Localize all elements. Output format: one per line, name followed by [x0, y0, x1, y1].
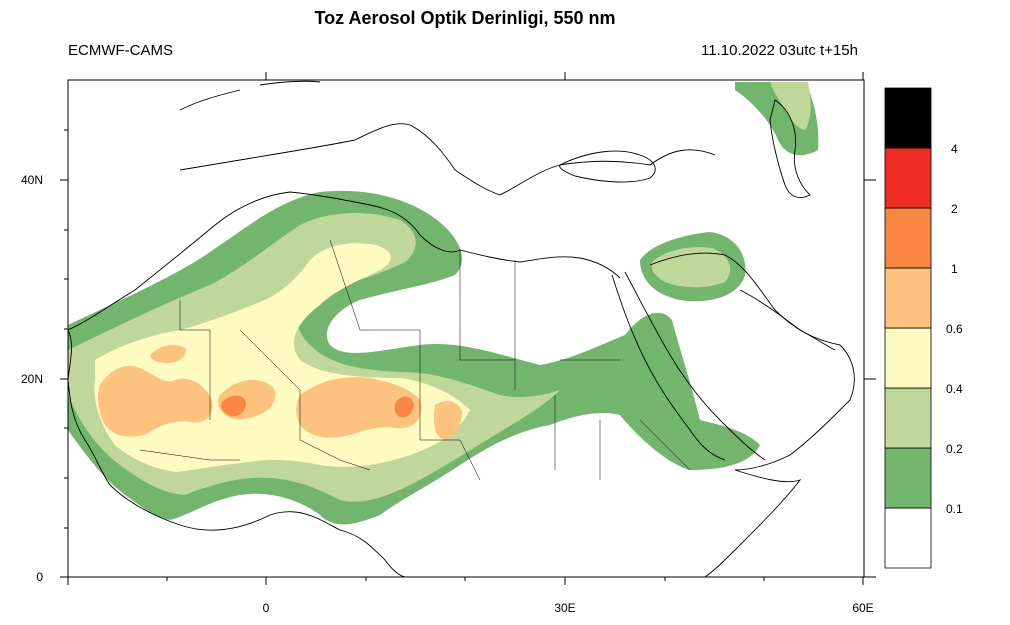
aod-level-0.6-west: [97, 365, 213, 437]
aod-level-0.6-chad: [433, 400, 462, 440]
colorbar-label-0.6: 0.6: [946, 322, 963, 336]
aod-level-0.6-nw: [150, 344, 186, 363]
aod-level-0.6-east: [296, 377, 422, 438]
map-title: Toz Aerosol Optik Derinligi, 550 nm: [314, 8, 616, 28]
colorbar-label-2: 2: [951, 202, 958, 216]
colorbar-label-4: 4: [951, 142, 958, 156]
x-tick-label-0: 0: [263, 601, 270, 615]
colorbar: 0.1 0.2 0.4 0.6 1 2 4: [884, 87, 963, 569]
colorbar-label-0.1: 0.1: [946, 502, 963, 516]
colorbar-label-1: 1: [951, 262, 958, 276]
aod-level-1-mali: [221, 395, 246, 417]
colorbar-box-7: [884, 87, 932, 149]
colorbar-box-1: [884, 447, 932, 509]
colorbar-label-0.2: 0.2: [946, 442, 963, 456]
colorbar-box-3: [884, 327, 932, 389]
dust-field: [68, 82, 819, 525]
x-tick-label-30E: 30E: [554, 601, 575, 615]
colorbar-box-6: [884, 147, 932, 209]
colorbar-box-2: [884, 387, 932, 449]
colorbar-label-0.4: 0.4: [946, 382, 963, 396]
datetime-label: 11.10.2022 03utc t+15h: [701, 42, 858, 59]
y-tick-label-40N: 40N: [21, 173, 43, 187]
source-label: ECMWF-CAMS: [68, 42, 173, 59]
colorbar-box-0: [884, 507, 932, 569]
x-tick-label-60E: 60E: [852, 601, 873, 615]
aod-level-0.2-caspian: [770, 82, 811, 130]
colorbar-box-4: [884, 267, 932, 329]
coastlines: [68, 80, 855, 577]
axis-ticks: [60, 72, 876, 585]
y-tick-label-20N: 20N: [21, 372, 43, 386]
colorbar-box-5: [884, 207, 932, 269]
y-tick-label-0: 0: [36, 570, 43, 584]
aod-level-0.2-arabia: [651, 247, 731, 288]
aod-level-1-niger: [394, 396, 414, 418]
